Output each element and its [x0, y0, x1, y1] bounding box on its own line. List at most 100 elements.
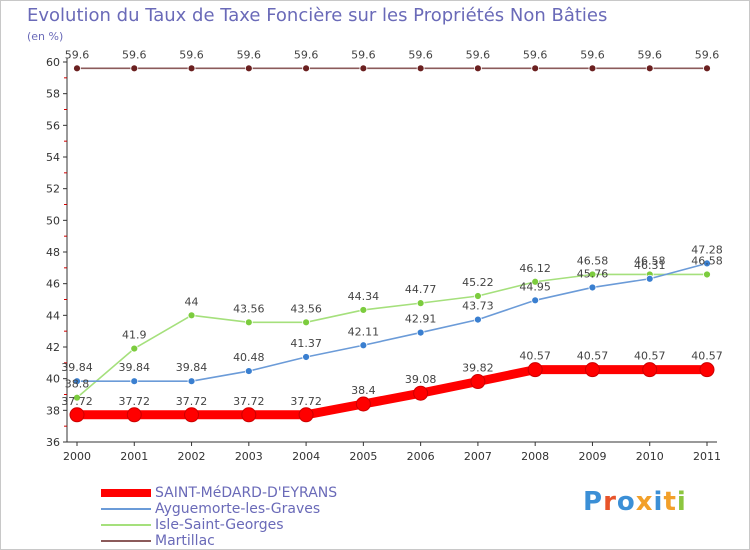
data-point: [298, 407, 314, 423]
y-tick-label: 48: [46, 246, 60, 259]
data-label: 39.84: [119, 361, 151, 374]
data-label: 45.22: [462, 276, 494, 289]
data-label: 41.37: [290, 337, 322, 350]
x-tick-label: 2011: [693, 450, 721, 463]
legend-label: SAINT-MéDARD-D'EYRANS: [155, 485, 338, 501]
data-label: 40.57: [634, 350, 666, 363]
data-label: 46.58: [691, 254, 723, 267]
data-point: [470, 374, 486, 390]
data-label: 37.72: [61, 395, 93, 408]
data-label: 59.6: [179, 48, 204, 61]
chart-title: Evolution du Taux de Taxe Foncière sur l…: [27, 5, 608, 26]
data-point: [130, 64, 139, 73]
data-label: 42.91: [405, 313, 437, 326]
x-tick-label: 2007: [464, 450, 492, 463]
data-label: 59.6: [122, 48, 147, 61]
legend-swatch: [101, 489, 151, 497]
x-tick-label: 2009: [578, 450, 606, 463]
data-point: [302, 318, 310, 327]
data-point: [416, 64, 425, 73]
data-point: [413, 385, 429, 401]
y-tick-label: 36: [46, 436, 60, 449]
data-point: [359, 306, 368, 314]
y-tick-label: 54: [46, 151, 60, 164]
legend-label: Ayguemorte-les-Graves: [155, 501, 321, 517]
data-point: [588, 270, 597, 279]
legend-label: Isle-Saint-Georges: [155, 517, 284, 533]
data-point: [588, 64, 597, 73]
series-line-1: [76, 262, 708, 383]
y-tick-label: 50: [46, 214, 60, 227]
x-tick-label: 2000: [63, 450, 91, 463]
data-label: 59.6: [523, 48, 548, 61]
data-label: 59.6: [294, 48, 319, 61]
data-point: [244, 367, 253, 375]
x-tick-label: 2004: [292, 450, 320, 463]
data-label: 59.6: [580, 48, 605, 61]
x-tick-label: 2002: [178, 450, 206, 463]
data-label: 46.58: [577, 254, 609, 267]
data-label: 38.8: [65, 378, 90, 391]
y-tick-label: 44: [46, 309, 60, 322]
data-point: [73, 393, 81, 402]
x-tick-label: 2008: [521, 450, 549, 463]
data-label: 37.72: [290, 395, 322, 408]
data-point: [359, 341, 368, 350]
y-tick-label: 56: [46, 119, 60, 132]
data-point: [703, 259, 711, 268]
data-label: 37.72: [233, 395, 265, 408]
data-point: [302, 64, 310, 73]
data-label: 44.77: [405, 283, 437, 296]
data-label: 39.84: [61, 361, 93, 374]
x-tick-label: 2003: [235, 450, 263, 463]
x-tick-label: 2001: [120, 450, 148, 463]
data-label: 42.11: [348, 325, 380, 338]
data-point: [703, 270, 711, 279]
data-label: 41.9: [122, 329, 147, 342]
data-label: 38.4: [351, 384, 376, 397]
data-point: [130, 377, 139, 386]
data-label: 46.31: [634, 259, 666, 272]
data-label: 44.34: [348, 290, 380, 303]
data-point: [184, 407, 200, 423]
data-label: 40.57: [577, 350, 609, 363]
data-label: 59.6: [237, 48, 262, 61]
data-point: [187, 311, 196, 320]
data-point: [416, 299, 425, 308]
data-label: 59.6: [408, 48, 433, 61]
legend-swatch: [101, 540, 151, 542]
data-label: 59.6: [466, 48, 491, 61]
data-point: [416, 328, 425, 337]
data-label: 43.56: [233, 302, 265, 315]
data-point: [244, 64, 253, 73]
data-point: [187, 64, 196, 73]
data-point: [645, 64, 654, 73]
data-label: 44.95: [519, 280, 551, 293]
data-point: [474, 315, 482, 324]
data-point: [588, 283, 597, 292]
data-point: [130, 344, 139, 353]
data-point: [73, 377, 81, 386]
y-tick-label: 58: [46, 88, 60, 101]
series-line-2: [76, 273, 708, 399]
data-point: [531, 277, 540, 286]
data-label: 40.57: [519, 350, 551, 363]
y-tick-label: 46: [46, 278, 60, 291]
data-label: 40.57: [691, 350, 723, 363]
series-line-0: [72, 365, 712, 420]
data-point: [474, 292, 482, 300]
proxiti-logo: Proxiti: [583, 487, 687, 517]
data-label: 59.6: [65, 48, 90, 61]
y-tick-label: 52: [46, 183, 60, 196]
legend-swatch: [101, 524, 151, 526]
data-point: [584, 362, 600, 378]
data-label: 39.84: [176, 361, 208, 374]
data-point: [359, 64, 368, 73]
data-label: 44: [185, 295, 199, 308]
data-point: [355, 396, 371, 412]
data-label: 47.28: [691, 243, 723, 256]
y-tick-label: 42: [46, 341, 60, 354]
data-label: 40.48: [233, 351, 265, 364]
y-tick-label: 38: [46, 404, 60, 417]
